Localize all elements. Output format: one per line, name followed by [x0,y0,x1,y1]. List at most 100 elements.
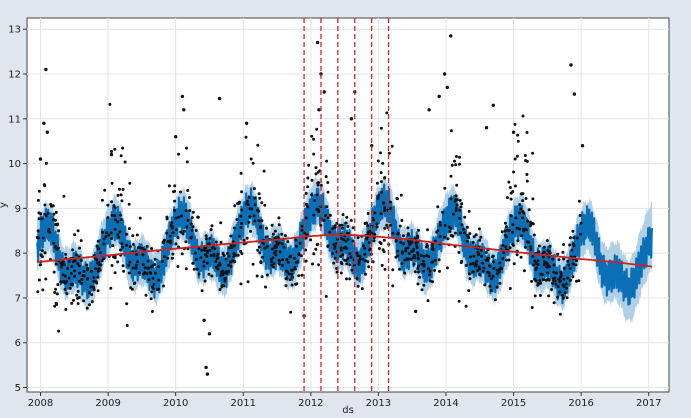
observed-point [426,299,430,303]
observed-point [313,199,317,202]
observed-point [264,235,268,239]
observed-point [478,238,482,242]
observed-point [339,271,343,275]
observed-point [464,304,468,308]
observed-point [273,246,277,250]
observed-point [172,190,176,194]
observed-point [253,203,257,207]
observed-point [540,273,544,277]
observed-point [89,285,93,289]
observed-point [117,235,120,239]
observed-point [479,235,483,239]
observed-point [562,257,566,261]
observed-point [38,157,43,161]
observed-point [251,262,255,266]
observed-point [289,310,293,314]
observed-point [557,258,561,262]
observed-point [218,288,222,291]
observed-point [376,159,380,163]
observed-point [166,240,170,243]
observed-point [463,231,466,235]
observed-point [497,270,501,274]
observed-point [500,267,504,270]
observed-point [176,236,180,240]
observed-point [239,282,243,286]
observed-point [507,258,511,262]
observed-point [400,219,404,222]
observed-point [128,245,132,249]
observed-point [69,272,73,275]
observed-point [381,248,385,252]
observed-point [391,268,395,272]
observed-point [468,277,472,281]
observed-point [110,264,114,267]
observed-point [481,261,485,265]
observed-point [437,94,441,99]
observed-point [563,291,567,295]
observed-point [372,218,375,222]
observed-point [498,261,502,265]
observed-point [52,218,55,222]
observed-point [349,117,354,121]
observed-point [472,235,476,239]
observed-point [45,130,49,134]
observed-point [270,223,274,227]
observed-point [187,196,191,199]
observed-point [355,251,359,255]
observed-point [65,279,69,283]
observed-point [74,253,78,257]
observed-point [443,186,447,190]
observed-point [168,234,172,238]
observed-point [478,273,482,277]
observed-point [421,259,425,263]
observed-point [109,231,113,235]
observed-point [460,223,464,227]
observed-point [361,257,365,261]
observed-point [381,161,385,165]
observed-point [252,214,256,218]
x-tick-label: 2011 [231,398,256,409]
observed-point [227,254,231,258]
observed-point [471,262,475,266]
observed-point [472,254,476,258]
observed-point [427,108,431,112]
observed-point [263,203,267,207]
observed-point [298,241,302,245]
observed-point [409,257,413,261]
observed-point [370,144,374,148]
observed-point [120,199,124,203]
observed-point [454,155,458,158]
observed-point [67,276,71,280]
observed-point [137,271,141,275]
observed-point [210,224,214,228]
observed-point [363,222,367,225]
observed-point [128,260,132,264]
observed-point [147,266,151,270]
observed-point [385,111,389,115]
observed-point [562,243,566,246]
observed-point [203,279,207,283]
observed-point [406,226,410,230]
observed-point [286,240,290,244]
observed-point [81,274,85,277]
observed-point [453,231,457,235]
observed-point [513,157,517,161]
observed-point [92,279,96,283]
y-tick-label: 13 [8,25,21,36]
observed-point [157,287,161,291]
observed-point [328,213,332,217]
observed-point [517,227,521,231]
observed-point [406,233,410,237]
observed-point [396,249,400,253]
observed-point [554,282,558,286]
observed-point [501,257,505,260]
observed-point [153,263,157,266]
observed-point [202,260,206,264]
observed-point [568,236,572,240]
observed-point [403,258,407,262]
observed-point [468,255,472,259]
observed-point [194,251,198,255]
observed-point [116,193,120,197]
observed-point [382,201,386,205]
observed-point [271,256,275,260]
